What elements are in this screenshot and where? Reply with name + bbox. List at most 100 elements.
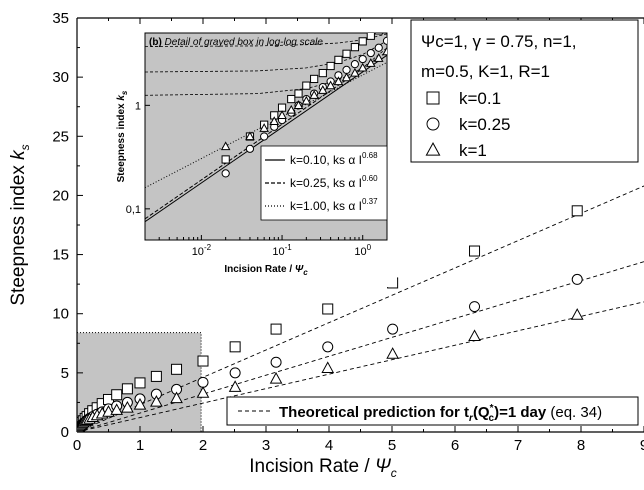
theory-line [77,301,644,432]
x-tick-label: 9 [640,437,644,454]
data-point [196,386,210,398]
inset-data-point [350,60,359,69]
data-point [322,341,334,353]
y-tick-label: 15 [52,247,69,264]
legend-marker-square [426,91,440,105]
inset-data-point [350,67,360,77]
data-point [269,371,283,384]
inset-y-axis-title: Steepness index ks [116,90,129,182]
inset-data-point [245,131,255,141]
data-point [197,376,209,388]
x-tick-label: 1 [136,437,144,454]
y-tick-label: 35 [52,10,69,27]
legend-label: k=0.25 [459,115,511,134]
data-point [171,363,183,375]
y-tick-label: 0 [61,424,69,441]
x-tick-label: 7 [514,437,522,454]
inset-data-point [221,169,230,178]
inset-data-point [326,61,335,71]
data-point [469,245,481,257]
inset-data-point [221,155,230,164]
data-point [150,395,163,407]
parameters-line-1: Ψc=1, γ = 0.75, n=1, [421,32,577,51]
inset-data-point [358,54,367,64]
data-point [121,400,134,413]
data-point [386,347,399,359]
x-tick-label: 6 [451,437,459,454]
inset-data-point [374,43,383,52]
inset-data-point [294,89,303,98]
data-point [571,205,583,217]
data-point [270,323,282,335]
inset-data-point [374,33,383,35]
data-point [111,389,123,401]
inset-data-point [366,48,375,58]
inset-data-point [373,53,384,62]
inset-data-point [358,37,367,46]
inset-title: (b) Detail of grayed box in log-log scal… [149,37,323,48]
series-triangle [77,308,584,432]
y-tick-label: 5 [61,365,69,382]
theory-legend-box [226,396,639,426]
data-point [229,367,241,379]
parameters-legend-box [410,19,639,163]
inset-data-point [287,94,296,104]
inset-data-point [334,55,343,64]
x-tick-label: 4 [325,437,333,454]
inset-data-point [259,123,269,132]
legend-marker-circle [426,117,440,131]
legend-marker-triangle [425,142,441,156]
inset-data-point [277,103,287,112]
x-axis-title: Incision Rate / Ψc [249,456,396,480]
inset-data-point [293,100,304,109]
inset-data-point [317,85,328,94]
legend-label: k=1 [459,141,487,160]
x-tick-label: 2 [199,437,207,454]
inset-data-point [269,116,280,125]
inset-data-point [301,95,312,105]
inset-data-point [309,90,319,99]
inset-x-tick-label: 10-2 [192,243,212,258]
x-tick-label: 8 [577,437,585,454]
inset-x-axis-title: Incision Rate / Ψc [224,264,308,277]
inset-fit-line-dotted [145,61,387,189]
inset-legend-label: k=1.00, ks α I0.37 [290,197,378,213]
theory-line [77,185,644,432]
inset-data-point [310,74,319,84]
data-point [197,355,209,367]
inset-data-point [382,46,387,56]
data-point [134,377,146,389]
inset-data-point [302,81,311,90]
main-plot: 0 1 2 3 4 5 6 7 8 9 0 5 10 15 20 25 30 35 Incision Rate / … [8,10,644,480]
data-point [121,383,133,395]
inset-data-point [318,68,327,78]
inset-asymptote-curve [145,47,387,96]
inset-data-point [366,33,375,40]
y-tick-label: 25 [52,128,69,145]
inset-data-point [342,49,351,58]
data-point [270,356,282,368]
inset-data-point [342,65,351,75]
data-point [570,308,584,320]
data-point [150,370,162,382]
inset-data-point [277,110,287,119]
data-point [229,341,241,353]
inset-data-point [382,36,387,45]
x-tick-label: 0 [73,437,81,454]
inset-data-point [350,43,359,52]
data-point [387,323,399,335]
x-tick-label: 3 [262,437,270,454]
inset-data-point [357,62,368,72]
parameters-line-2: m=0.5, K=1, R=1 [421,62,550,81]
inset-data-point [366,58,376,67]
x-tick-label: 5 [388,437,396,454]
y-axis-title: Steepness index ks [8,144,32,305]
inset-legend-label: k=0.10, ks α I0.68 [290,151,378,167]
y-tick-label: 30 [52,69,69,86]
inset-y-tick-label: 1 [135,100,141,112]
inset-content [145,33,387,223]
data-point [133,398,147,410]
data-point [110,403,124,415]
theory-legend-label: Theoretical prediction for tr(Q* c)=1 day… [279,403,602,424]
